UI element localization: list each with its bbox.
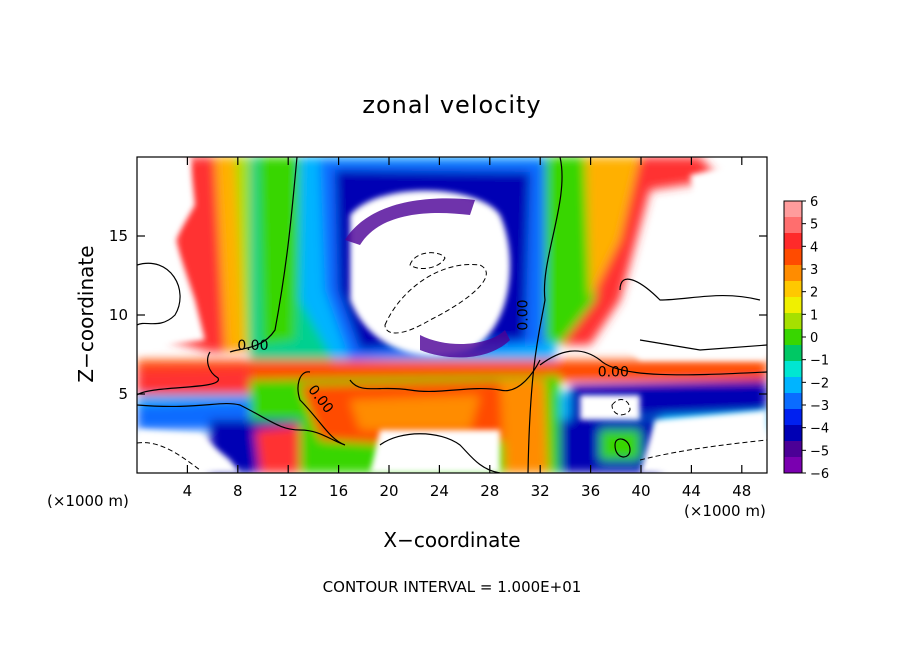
x-tick-label: 36 <box>581 482 600 500</box>
colorbar-tick-label: 2 <box>810 286 818 301</box>
chart-title: zonal velocity <box>362 91 541 119</box>
colorbar-tick-label: −3 <box>810 399 829 414</box>
colorbar: 6 5 4 3 2 1 0 −1 −2 −3 −4 −5 −6 <box>783 195 829 482</box>
velocity-field <box>137 157 767 473</box>
x-unit-label-left: (×1000 m) <box>47 492 129 510</box>
x-tick-label: 16 <box>329 482 348 500</box>
colorbar-tick-label: −5 <box>810 444 829 459</box>
colorbar-swatch <box>784 297 802 314</box>
y-tick-label: 10 <box>109 306 128 324</box>
x-tick-label: 12 <box>279 482 298 500</box>
colorbar-swatch <box>784 425 802 442</box>
colorbar-tick-label: 1 <box>810 308 818 323</box>
colorbar-swatch <box>784 329 802 346</box>
zero-contour-label: 0.00 <box>598 365 629 381</box>
colorbar-swatch <box>784 361 802 378</box>
colorbar-swatch <box>784 281 802 298</box>
colorbar-tick-label: −1 <box>810 354 829 369</box>
colorbar-swatch <box>784 233 802 250</box>
colorbar-tick-label: −6 <box>810 467 829 482</box>
x-axis: 4 8 12 16 20 24 28 32 36 40 44 48 <box>183 157 751 500</box>
contour-interval-note: CONTOUR INTERVAL = 1.000E+01 <box>323 578 582 596</box>
x-tick-label: 40 <box>631 482 650 500</box>
x-tick-label: 24 <box>430 482 449 500</box>
colorbar-swatch <box>784 217 802 234</box>
y-axis-label: Z−coordinate <box>74 245 98 382</box>
x-tick-label: 48 <box>732 482 751 500</box>
colorbar-tick-label: −2 <box>810 376 829 391</box>
colorbar-swatch <box>784 201 802 218</box>
colorbar-tick-label: 5 <box>810 218 818 233</box>
colorbar-swatch <box>784 265 802 282</box>
x-tick-label: 4 <box>183 482 193 500</box>
colorbar-swatch <box>784 393 802 410</box>
zero-contour-label: 0.00 <box>516 299 532 330</box>
x-axis-label: X−coordinate <box>383 528 520 552</box>
y-tick-label: 5 <box>118 385 128 403</box>
x-tick-label: 28 <box>480 482 499 500</box>
colorbar-swatch <box>784 345 802 362</box>
x-tick-label: 20 <box>379 482 398 500</box>
colorbar-tick-label: 6 <box>810 195 818 210</box>
colorbar-swatch <box>784 441 802 458</box>
colorbar-swatch <box>784 377 802 394</box>
colorbar-tick-label: −4 <box>810 422 829 437</box>
colorbar-tick-label: 4 <box>810 240 818 255</box>
colorbar-swatch <box>784 313 802 330</box>
x-unit-label-right: (×1000 m) <box>684 502 766 520</box>
y-axis: 5 10 15 <box>109 227 767 403</box>
x-tick-label: 32 <box>531 482 550 500</box>
x-tick-label: 8 <box>233 482 243 500</box>
colorbar-tick-label: 0 <box>810 331 818 346</box>
colorbar-tick-label: 3 <box>810 263 818 278</box>
y-tick-label: 15 <box>109 227 128 245</box>
colorbar-swatch <box>784 249 802 266</box>
x-tick-label: 44 <box>682 482 701 500</box>
zero-contour-label: 0.00 <box>237 338 268 354</box>
colorbar-swatch <box>784 457 802 474</box>
colorbar-swatch <box>784 409 802 426</box>
